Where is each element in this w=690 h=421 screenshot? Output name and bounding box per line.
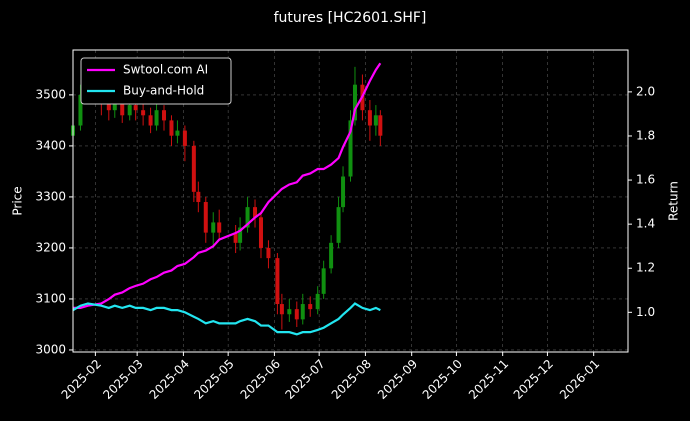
legend-label: Swtool.com AI bbox=[123, 63, 208, 77]
y2-tick-label: 2.0 bbox=[636, 84, 655, 98]
candle-body bbox=[287, 309, 292, 315]
candle-body bbox=[217, 222, 222, 233]
y2-axis-label: Return bbox=[667, 181, 681, 221]
series-line bbox=[72, 302, 381, 336]
y2-tick-label: 1.4 bbox=[636, 217, 655, 231]
candle-body bbox=[141, 110, 146, 116]
candle-body bbox=[300, 304, 305, 320]
candle-body bbox=[253, 207, 258, 218]
candle-body bbox=[329, 242, 334, 269]
legend-box bbox=[80, 57, 232, 105]
chart-title: futures [HC2601.SHF] bbox=[274, 10, 427, 26]
candle-body bbox=[203, 202, 208, 233]
y-tick-label: 3400 bbox=[35, 138, 66, 152]
y-axis-label: Price bbox=[11, 186, 25, 215]
plot-frame bbox=[72, 49, 629, 353]
candle-body bbox=[78, 94, 83, 126]
y-tick-label: 3100 bbox=[35, 291, 66, 305]
candle-body bbox=[367, 110, 372, 126]
y2-tick-label: 1.6 bbox=[636, 173, 655, 187]
candle-body bbox=[279, 304, 284, 315]
candle-body bbox=[175, 130, 180, 136]
candle-body bbox=[127, 105, 132, 116]
candle-body bbox=[106, 99, 111, 111]
candle-body bbox=[154, 110, 159, 126]
y-tick-label: 3200 bbox=[35, 240, 66, 254]
candle-body bbox=[169, 120, 174, 136]
candle-body bbox=[315, 293, 320, 310]
candle-body bbox=[258, 217, 263, 248]
y-tick-label: 3500 bbox=[35, 87, 66, 101]
candle-body bbox=[162, 110, 167, 121]
y-tick-label: 3300 bbox=[35, 189, 66, 203]
candle-body bbox=[233, 232, 238, 243]
legend: Swtool.com AI Buy-and-Hold bbox=[80, 57, 232, 105]
y2-tick-label: 1.2 bbox=[636, 261, 655, 275]
y-tick-label: 3000 bbox=[35, 342, 66, 356]
candle-body bbox=[308, 304, 313, 310]
candle-body bbox=[133, 105, 138, 111]
series-line bbox=[73, 62, 382, 310]
y2-tick-label: 1.8 bbox=[636, 128, 655, 142]
candle-body bbox=[266, 247, 271, 259]
candle-body bbox=[238, 227, 243, 243]
legend-label: Buy-and-Hold bbox=[123, 84, 204, 98]
candle-body bbox=[352, 84, 357, 121]
candle-body bbox=[182, 130, 187, 146]
candle-body bbox=[336, 207, 341, 243]
candle-body bbox=[191, 145, 196, 192]
candle-body bbox=[294, 309, 299, 320]
candle-body bbox=[196, 191, 201, 203]
candle-body bbox=[120, 94, 125, 116]
candle-body bbox=[211, 222, 216, 233]
candle-body bbox=[275, 258, 280, 305]
candle-body bbox=[348, 120, 353, 177]
candle-body bbox=[245, 207, 250, 228]
candle-body bbox=[341, 176, 346, 208]
candle-body bbox=[321, 268, 326, 294]
candle-body bbox=[378, 115, 383, 136]
candle-body bbox=[373, 115, 378, 126]
candle-body bbox=[148, 115, 153, 126]
y2-tick-label: 1.0 bbox=[636, 305, 655, 319]
